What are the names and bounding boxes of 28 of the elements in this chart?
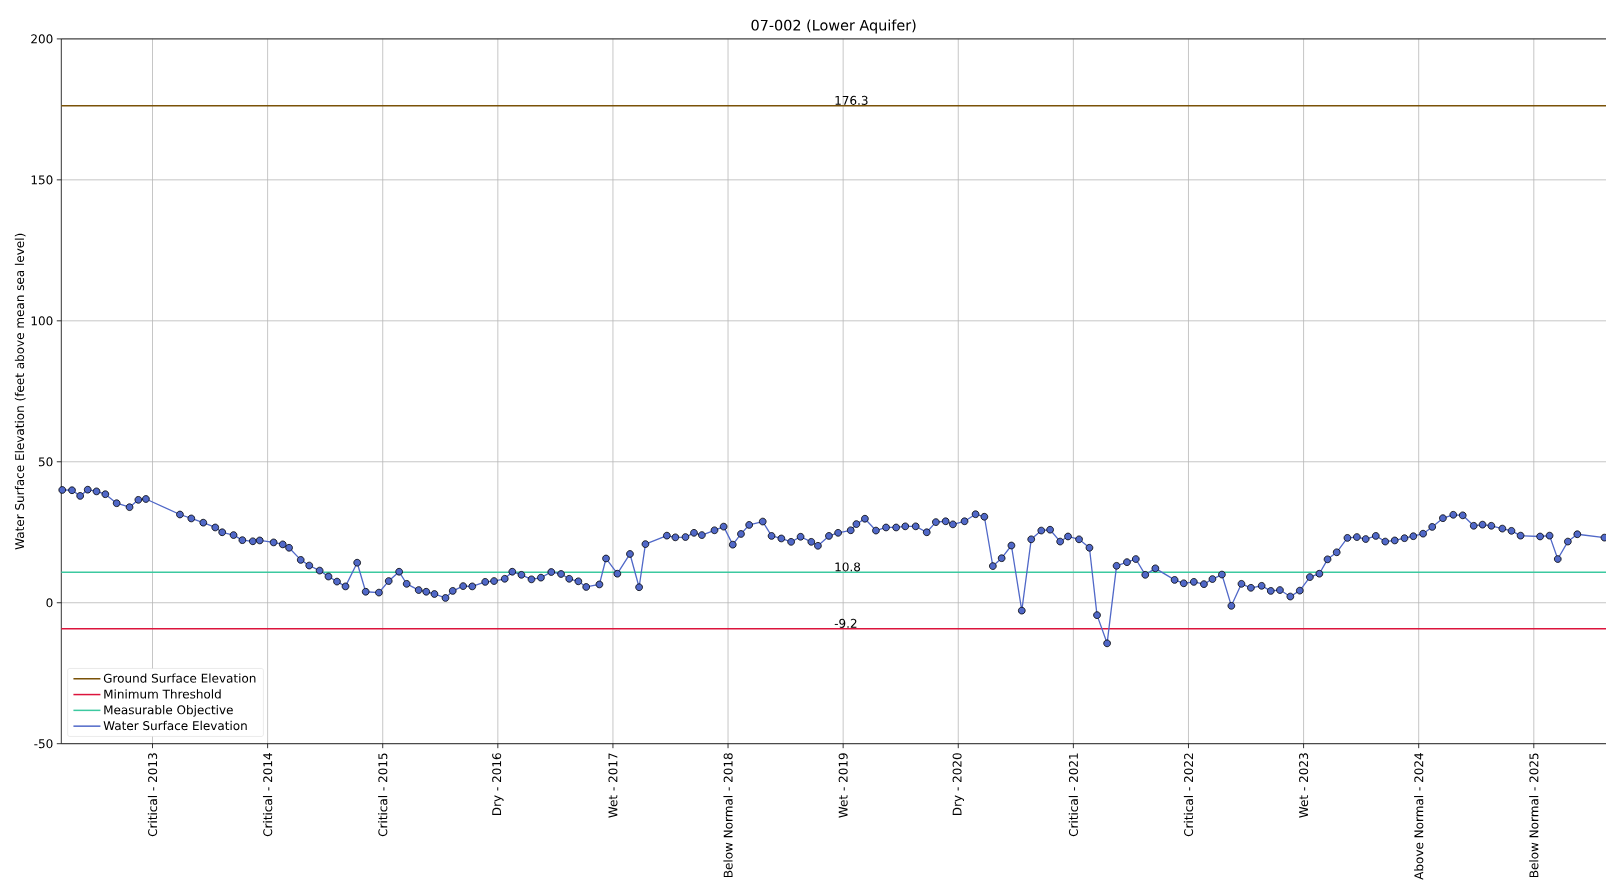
x-tick-label: Below Normal - 2018: [723, 753, 733, 878]
x-tick-label: Critical - 2021: [1068, 753, 1079, 837]
x-tick-label: Above Normal - 2024: [1414, 753, 1424, 880]
x-tick-label: Critical - 2015: [378, 753, 388, 837]
x-tick-label: Critical - 2014: [262, 753, 273, 837]
y-tick-label: 50: [38, 457, 53, 467]
y-tick-label: 0: [46, 598, 53, 608]
legend-label: Minimum Threshold: [104, 689, 221, 699]
x-tick-label: Wet - 2023: [1299, 753, 1309, 818]
y-tick-label: 200: [31, 34, 53, 44]
x-tick-label: Critical - 2022: [1183, 753, 1194, 837]
x-tick-label: Critical - 2013: [147, 753, 158, 837]
annotation: 176.3: [835, 95, 868, 105]
annotation: -9.2: [834, 618, 857, 628]
legend-label: Ground Surface Elevation: [103, 673, 256, 683]
legend-label: Measurable Objective: [104, 705, 233, 717]
x-tick-label: Wet - 2017: [608, 753, 618, 818]
y-tick-label: 100: [31, 316, 53, 326]
x-tick-label: Below Normal - 2025: [1529, 753, 1539, 878]
annotation: 10.8: [835, 562, 861, 572]
legend-label: Water Surface Elevation: [103, 720, 247, 731]
x-tick-label: Dry - 2016: [492, 753, 504, 815]
x-tick-label: Dry - 2020: [952, 753, 964, 815]
x-tick-label: Wet - 2019: [838, 753, 848, 818]
y-tick-label: -50: [34, 739, 53, 749]
chart-title: 07-002 (Lower Aquifer): [751, 19, 916, 34]
y-tick-label: 150: [31, 175, 53, 185]
y-axis-title: Water Surface Elevation (feet above mean sea level): [14, 233, 26, 550]
